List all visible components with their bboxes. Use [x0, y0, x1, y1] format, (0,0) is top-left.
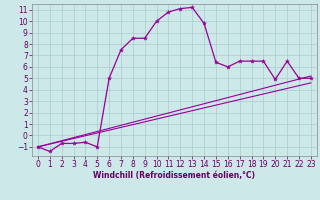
X-axis label: Windchill (Refroidissement éolien,°C): Windchill (Refroidissement éolien,°C)	[93, 171, 255, 180]
